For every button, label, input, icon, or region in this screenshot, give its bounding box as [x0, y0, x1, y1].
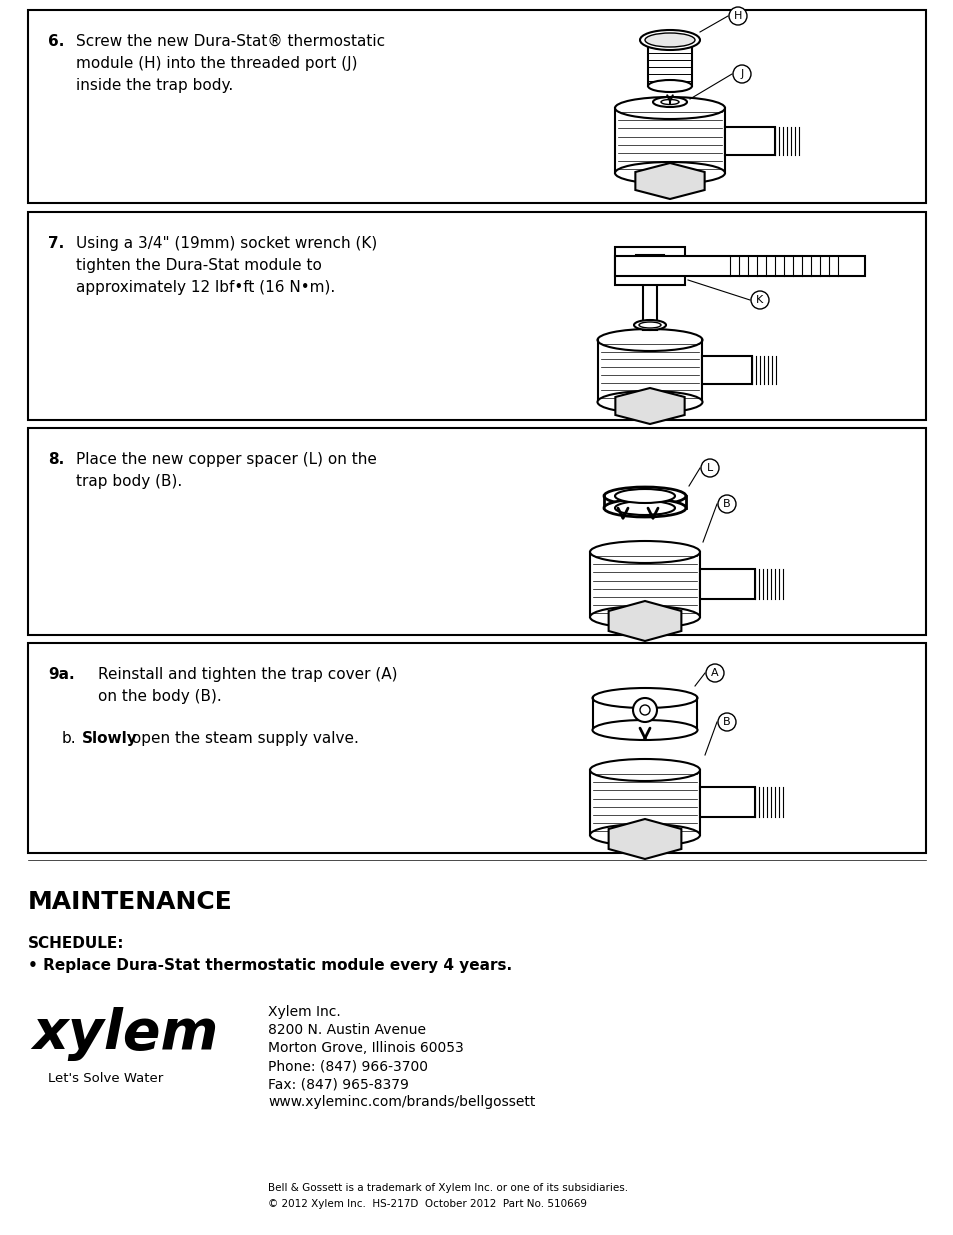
Text: Phone: (847) 966-3700: Phone: (847) 966-3700: [268, 1058, 428, 1073]
Bar: [615, 247, 684, 285]
Polygon shape: [608, 819, 680, 860]
Ellipse shape: [644, 33, 695, 47]
Ellipse shape: [592, 688, 697, 708]
Ellipse shape: [634, 320, 665, 330]
Text: xylem: xylem: [32, 1007, 218, 1061]
Ellipse shape: [660, 100, 679, 105]
Text: 8200 N. Austin Avenue: 8200 N. Austin Avenue: [268, 1023, 426, 1037]
Circle shape: [728, 7, 746, 25]
Bar: [700, 569, 754, 599]
Ellipse shape: [597, 329, 701, 351]
Ellipse shape: [615, 98, 724, 119]
Circle shape: [705, 664, 723, 682]
Text: L: L: [706, 463, 713, 473]
Text: Let's Solve Water: Let's Solve Water: [48, 1072, 163, 1086]
Text: Xylem Inc.: Xylem Inc.: [268, 1005, 340, 1019]
Text: Using a 3/4" (19mm) socket wrench (K): Using a 3/4" (19mm) socket wrench (K): [76, 236, 376, 251]
Polygon shape: [608, 601, 680, 641]
Text: Fax: (847) 965-8379: Fax: (847) 965-8379: [268, 1077, 409, 1091]
Text: H: H: [733, 11, 741, 21]
Circle shape: [633, 698, 657, 722]
Text: www.xyleminc.com/brands/bellgossett: www.xyleminc.com/brands/bellgossett: [268, 1095, 535, 1109]
Text: MAINTENANCE: MAINTENANCE: [28, 890, 233, 914]
Text: on the body (B).: on the body (B).: [98, 689, 221, 704]
Text: open the steam supply valve.: open the steam supply valve.: [127, 731, 358, 746]
Bar: [28, 212, 925, 420]
Bar: [642, 275, 657, 330]
Text: A: A: [710, 668, 718, 678]
Circle shape: [639, 705, 649, 715]
Ellipse shape: [615, 501, 675, 515]
Text: inside the trap body.: inside the trap body.: [76, 78, 233, 93]
Text: SCHEDULE:: SCHEDULE:: [28, 936, 125, 951]
Bar: [28, 643, 925, 853]
Text: B: B: [722, 718, 730, 727]
Text: trap body (B).: trap body (B).: [76, 474, 182, 489]
Circle shape: [750, 291, 768, 309]
Circle shape: [700, 459, 719, 477]
Ellipse shape: [652, 98, 686, 107]
Text: 8.: 8.: [48, 452, 64, 467]
Text: Morton Grove, Illinois 60053: Morton Grove, Illinois 60053: [268, 1041, 463, 1055]
Bar: [28, 10, 925, 203]
Text: 9a.: 9a.: [48, 667, 74, 682]
Ellipse shape: [592, 720, 697, 740]
Text: © 2012 Xylem Inc.  HS-217D  October 2012  Part No. 510669: © 2012 Xylem Inc. HS-217D October 2012 P…: [268, 1199, 586, 1209]
Ellipse shape: [589, 541, 700, 563]
Text: tighten the Dura-Stat module to: tighten the Dura-Stat module to: [76, 258, 321, 273]
Ellipse shape: [639, 30, 700, 49]
Ellipse shape: [615, 489, 675, 503]
Ellipse shape: [639, 322, 660, 329]
Text: Bell & Gossett is a trademark of Xylem Inc. or one of its subsidiaries.: Bell & Gossett is a trademark of Xylem I…: [268, 1183, 627, 1193]
Text: K: K: [756, 295, 762, 305]
Text: module (H) into the threaded port (J): module (H) into the threaded port (J): [76, 56, 357, 70]
Polygon shape: [635, 163, 704, 199]
Text: approximately 12 lbf•ft (16 N•m).: approximately 12 lbf•ft (16 N•m).: [76, 280, 335, 295]
Ellipse shape: [589, 606, 700, 629]
Text: J: J: [740, 69, 742, 79]
Text: b.: b.: [62, 731, 76, 746]
Bar: [28, 429, 925, 635]
Ellipse shape: [603, 487, 685, 505]
Text: 7.: 7.: [48, 236, 64, 251]
Circle shape: [718, 495, 735, 513]
Ellipse shape: [589, 760, 700, 781]
Ellipse shape: [615, 162, 724, 184]
Text: Slowly: Slowly: [82, 731, 137, 746]
Bar: [700, 787, 754, 818]
Circle shape: [732, 65, 750, 83]
Bar: [615, 256, 864, 275]
Text: Screw the new Dura-Stat® thermostatic: Screw the new Dura-Stat® thermostatic: [76, 35, 385, 49]
Text: B: B: [722, 499, 730, 509]
Text: Place the new copper spacer (L) on the: Place the new copper spacer (L) on the: [76, 452, 376, 467]
Ellipse shape: [589, 824, 700, 846]
Polygon shape: [615, 388, 684, 424]
Bar: [701, 356, 751, 384]
Ellipse shape: [597, 391, 701, 412]
Text: • Replace Dura-Stat thermostatic module every 4 years.: • Replace Dura-Stat thermostatic module …: [28, 958, 512, 973]
Bar: [724, 127, 774, 156]
Text: Reinstall and tighten the trap cover (A): Reinstall and tighten the trap cover (A): [98, 667, 397, 682]
Circle shape: [718, 713, 735, 731]
Text: 6.: 6.: [48, 35, 64, 49]
Ellipse shape: [603, 499, 685, 517]
Ellipse shape: [647, 80, 691, 91]
